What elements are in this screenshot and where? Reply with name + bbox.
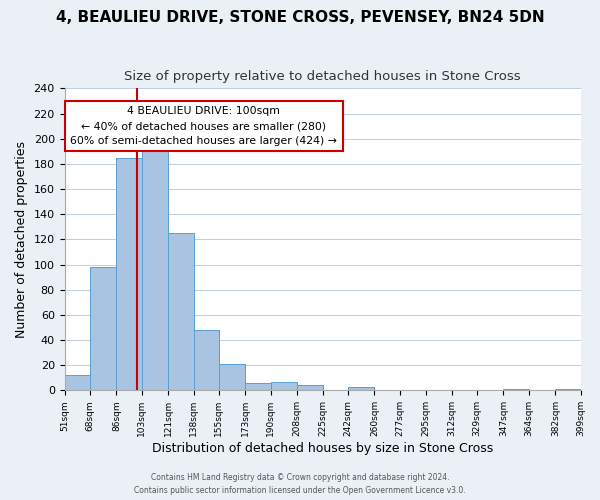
Bar [555,389,581,390]
Y-axis label: Number of detached properties: Number of detached properties [15,141,28,338]
Bar [142,138,169,390]
Bar [90,267,116,390]
Bar [348,386,374,390]
Bar [298,386,323,390]
Bar [271,382,298,390]
Title: Size of property relative to detached houses in Stone Cross: Size of property relative to detached ho… [124,70,521,83]
Text: 4, BEAULIEU DRIVE, STONE CROSS, PEVENSEY, BN24 5DN: 4, BEAULIEU DRIVE, STONE CROSS, PEVENSEY… [56,10,544,25]
Bar [219,364,245,390]
Text: 4 BEAULIEU DRIVE: 100sqm
← 40% of detached houses are smaller (280)
60% of semi-: 4 BEAULIEU DRIVE: 100sqm ← 40% of detach… [70,106,337,146]
Bar [245,383,271,390]
Bar [65,375,90,390]
Bar [503,389,529,390]
X-axis label: Distribution of detached houses by size in Stone Cross: Distribution of detached houses by size … [152,442,493,455]
Bar [169,233,194,390]
Bar [194,330,219,390]
Text: Contains HM Land Registry data © Crown copyright and database right 2024.
Contai: Contains HM Land Registry data © Crown c… [134,474,466,495]
Bar [116,158,142,390]
